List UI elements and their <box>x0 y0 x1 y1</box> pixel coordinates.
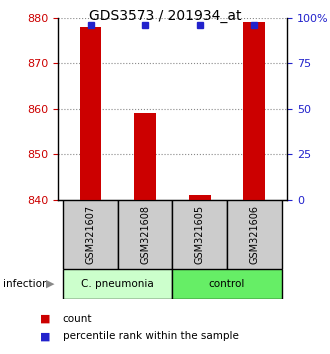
Text: count: count <box>63 314 92 324</box>
Bar <box>172 269 281 299</box>
Text: ■: ■ <box>40 331 50 341</box>
Text: control: control <box>209 279 245 289</box>
Bar <box>63 200 118 269</box>
Bar <box>189 195 211 200</box>
Text: GSM321605: GSM321605 <box>195 205 205 264</box>
Text: GSM321606: GSM321606 <box>249 205 259 264</box>
Bar <box>134 113 156 200</box>
Bar <box>244 22 265 200</box>
Bar <box>80 27 101 200</box>
Text: ■: ■ <box>40 314 50 324</box>
Bar <box>118 200 172 269</box>
Text: GSM321608: GSM321608 <box>140 205 150 264</box>
Text: C. pneumonia: C. pneumonia <box>82 279 154 289</box>
Bar <box>227 200 281 269</box>
Text: GSM321607: GSM321607 <box>85 205 95 264</box>
Bar <box>63 269 172 299</box>
Text: ▶: ▶ <box>46 279 54 289</box>
Text: infection: infection <box>3 279 49 289</box>
Text: percentile rank within the sample: percentile rank within the sample <box>63 331 239 341</box>
Bar <box>172 200 227 269</box>
Text: GDS3573 / 201934_at: GDS3573 / 201934_at <box>89 9 241 23</box>
